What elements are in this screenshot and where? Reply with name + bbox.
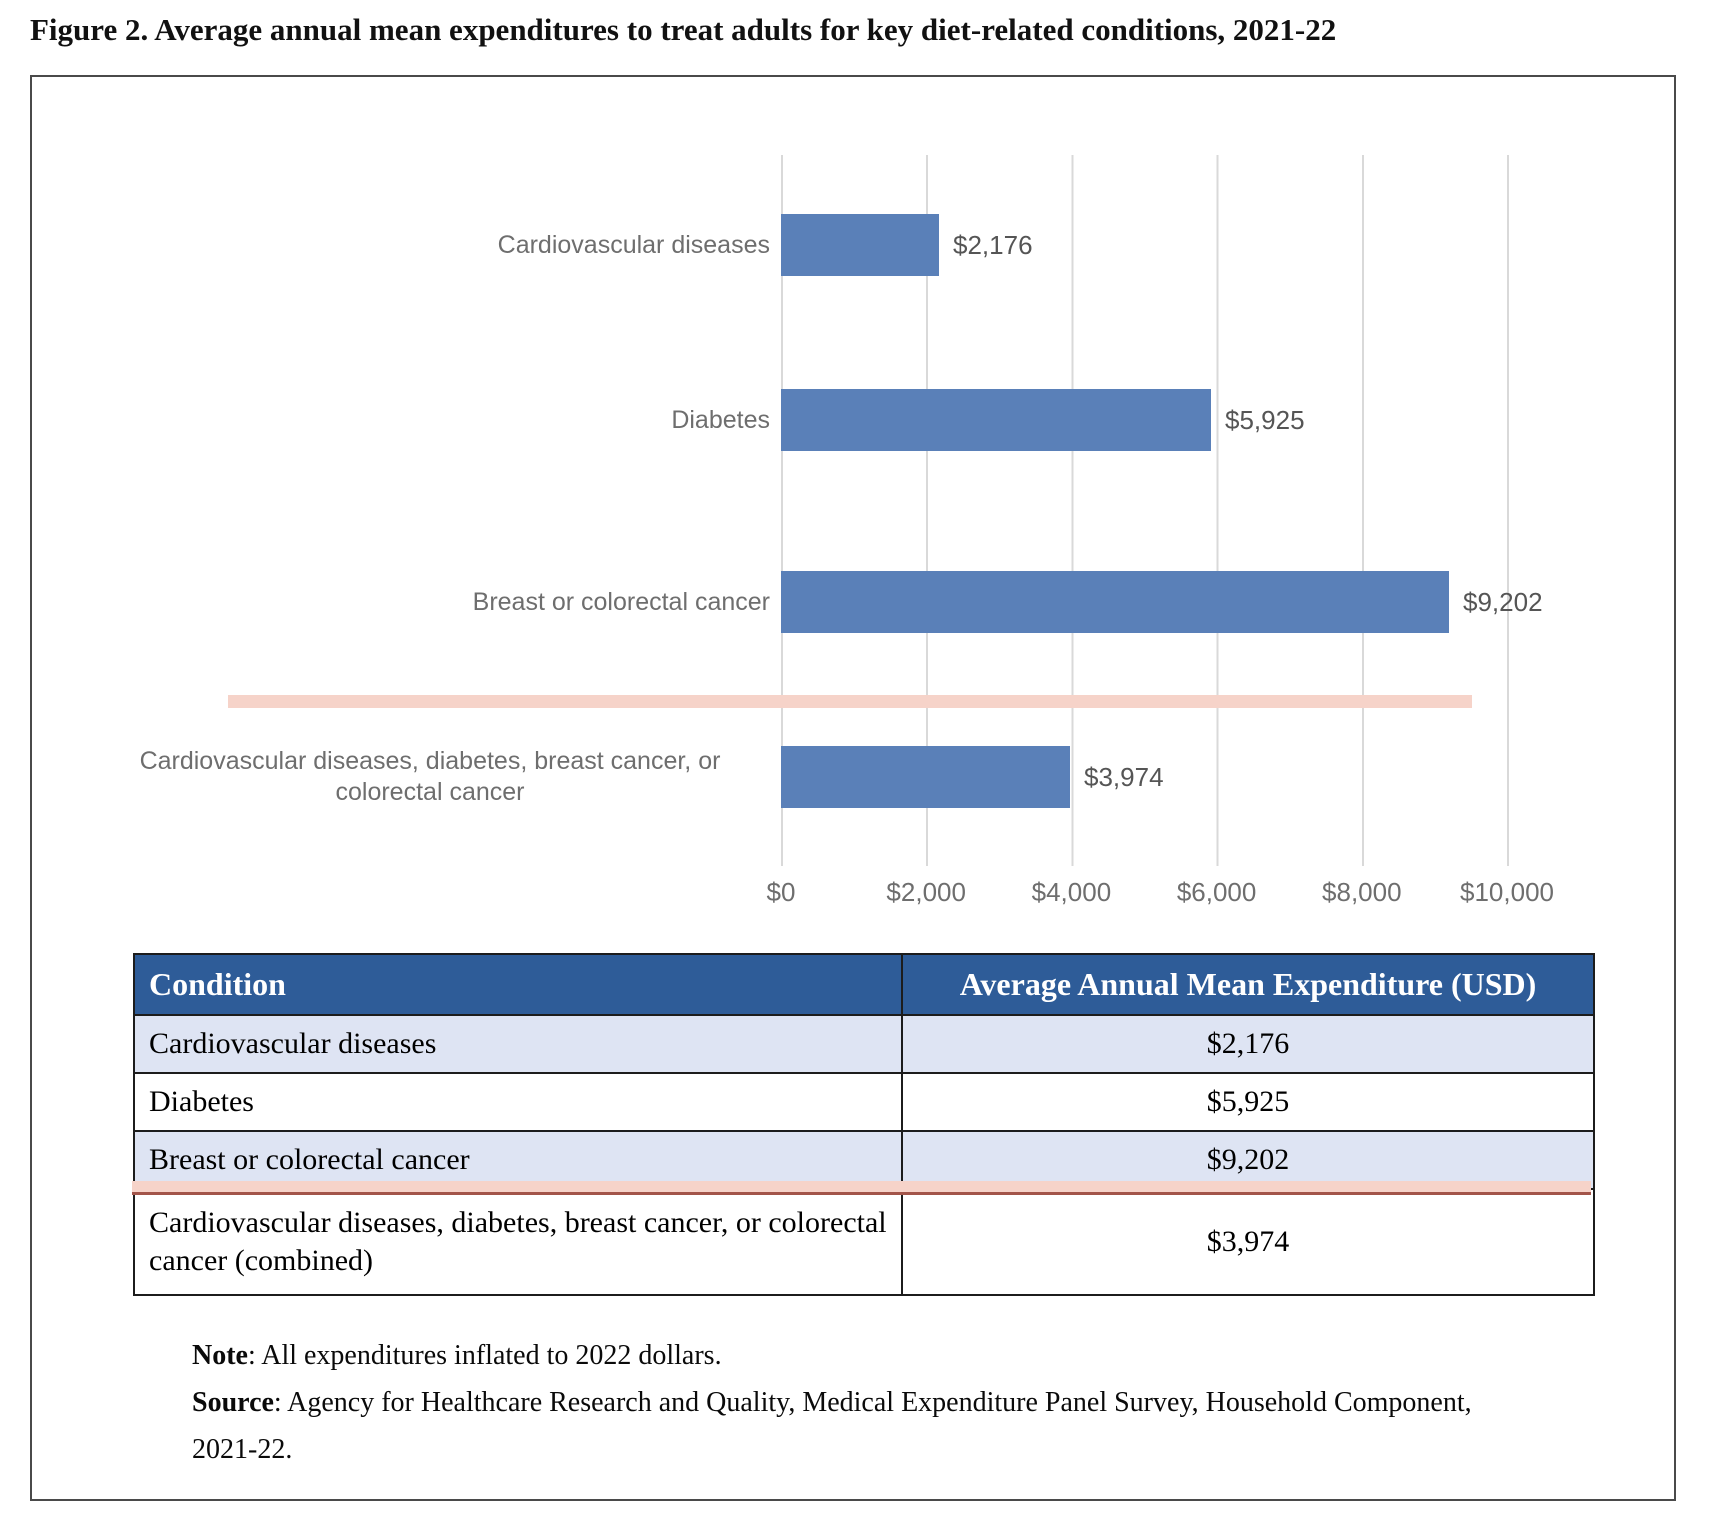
category-label-text: Diabetes bbox=[671, 405, 770, 434]
table-cell-condition: Cardiovascular diseases, diabetes, breas… bbox=[133, 1188, 903, 1296]
category-label: Diabetes bbox=[90, 358, 770, 482]
table-cell-expenditure: $2,176 bbox=[901, 1014, 1595, 1074]
x-axis-tick-label: $6,000 bbox=[1176, 877, 1257, 907]
x-axis-tick-label: $0 bbox=[766, 877, 796, 907]
table-cell-expenditure: $3,974 bbox=[901, 1188, 1595, 1296]
note-text: : All expenditures inflated to 2022 doll… bbox=[247, 1340, 722, 1371]
table-separator-line bbox=[132, 1181, 1591, 1195]
table-row: Diabetes $5,925 bbox=[133, 1072, 1595, 1132]
bar bbox=[781, 571, 1449, 633]
bar bbox=[781, 746, 1070, 808]
table-cell-condition: Cardiovascular diseases bbox=[133, 1014, 903, 1074]
expenditure-table-wrap: Condition Average Annual Mean Expenditur… bbox=[132, 953, 1595, 1296]
value-label: $5,925 bbox=[1225, 405, 1305, 435]
table-header-row: Condition Average Annual Mean Expenditur… bbox=[133, 953, 1595, 1016]
x-axis-tick-label: $8,000 bbox=[1322, 877, 1402, 907]
notes-block: Note: All expenditures inflated to 2022 … bbox=[192, 1332, 1542, 1473]
bar-chart: Cardiovascular diseases $2,176 Diabetes $5,… bbox=[32, 77, 1674, 953]
table-cell-condition: Breast or colorectal cancer bbox=[133, 1130, 903, 1190]
figure-title: Figure 2. Average annual mean expenditur… bbox=[30, 12, 1337, 47]
source-label: Source bbox=[192, 1387, 274, 1418]
note-line: Note: All expenditures inflated to 2022 … bbox=[192, 1332, 1542, 1379]
table-header-condition: Condition bbox=[133, 953, 903, 1016]
x-axis-tick-label: $4,000 bbox=[1031, 877, 1112, 907]
expenditure-table: Condition Average Annual Mean Expenditur… bbox=[133, 953, 1595, 1296]
table-row: Breast or colorectal cancer $9,202 bbox=[133, 1130, 1595, 1190]
table-row: Cardiovascular diseases, diabetes, breas… bbox=[133, 1188, 1595, 1296]
chart-separator-line bbox=[228, 695, 1472, 708]
source-text: : Agency for Healthcare Research and Qua… bbox=[192, 1387, 1472, 1465]
category-label-text: Breast or colorectal cancer bbox=[472, 587, 770, 616]
category-label: Cardiovascular diseases, diabetes, breas… bbox=[90, 715, 770, 839]
table-cell-condition: Diabetes bbox=[133, 1072, 903, 1132]
source-line: Source: Agency for Healthcare Research a… bbox=[192, 1379, 1542, 1473]
x-axis-tick-label: $2,000 bbox=[886, 877, 966, 907]
category-label-text: Cardiovascular diseases bbox=[497, 230, 770, 259]
x-axis-tick-label: $10,000 bbox=[1460, 877, 1554, 907]
bar bbox=[781, 214, 939, 276]
note-label: Note bbox=[192, 1340, 248, 1371]
value-label: $9,202 bbox=[1463, 587, 1543, 617]
value-label: $3,974 bbox=[1084, 762, 1164, 792]
category-label-text: Cardiovascular diseases, diabetes, breas… bbox=[139, 747, 721, 806]
table-row: Cardiovascular diseases $2,176 bbox=[133, 1014, 1595, 1074]
value-label: $2,176 bbox=[953, 230, 1033, 260]
category-label: Cardiovascular diseases bbox=[90, 183, 770, 307]
table-header-expenditure: Average Annual Mean Expenditure (USD) bbox=[901, 953, 1595, 1016]
figure-box: Cardiovascular diseases $2,176 Diabetes $5,… bbox=[30, 75, 1676, 1501]
bar bbox=[781, 389, 1211, 451]
category-label: Breast or colorectal cancer bbox=[90, 540, 770, 664]
table-cell-expenditure: $5,925 bbox=[901, 1072, 1595, 1132]
